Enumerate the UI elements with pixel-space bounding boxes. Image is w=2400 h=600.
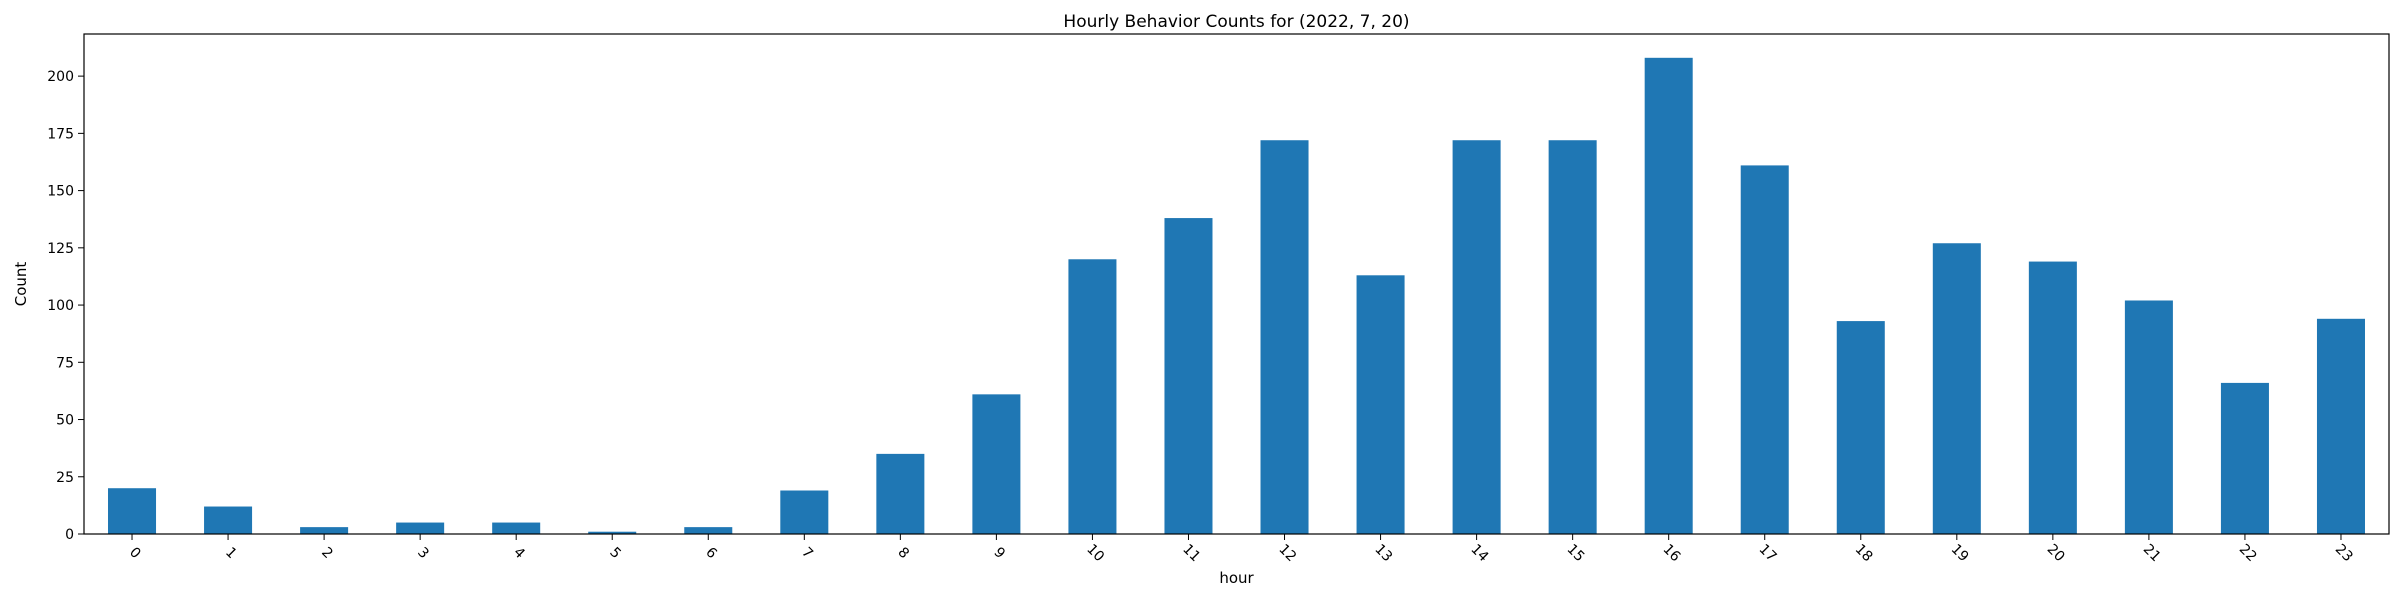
bar-hour-15 [1548, 140, 1597, 534]
y-axis-label: Count [12, 262, 30, 307]
chart-title: Hourly Behavior Counts for (2022, 7, 20) [1063, 12, 1409, 32]
bar-hour-7 [780, 490, 829, 534]
bar-hour-23 [2316, 318, 2365, 534]
x-tick-label: 20 [2044, 541, 2068, 565]
x-tick-label: 15 [1564, 541, 1588, 565]
y-tick-label: 150 [47, 184, 74, 200]
x-tick-label: 1 [222, 544, 240, 562]
bar-hour-4 [492, 522, 541, 534]
y-tick-label: 50 [56, 413, 74, 429]
x-tick-label: 8 [894, 544, 912, 562]
x-tick-label: 2 [318, 544, 336, 562]
x-tick-label: 9 [990, 544, 1008, 562]
x-axis-ticks: 0 1 2 3 4 5 6 7 8 9 10 11 12 13 14 15 16 17 18 19 20 21 22 23 [126, 534, 2356, 565]
plot-frame [83, 33, 2390, 535]
bar-hour-1 [204, 506, 253, 534]
bar-hour-8 [876, 453, 925, 534]
x-tick-label: 7 [798, 544, 816, 562]
x-tick-label: 23 [2332, 541, 2356, 565]
bar-hour-5 [588, 531, 637, 534]
x-tick-label: 14 [1467, 541, 1491, 565]
bar-hour-18 [1836, 321, 1885, 534]
x-tick-label: 21 [2140, 541, 2164, 565]
bar-hour-2 [300, 527, 349, 534]
bars-group [108, 57, 2365, 535]
bar-hour-16 [1644, 57, 1693, 535]
bar-hour-20 [2028, 261, 2077, 534]
bar-hour-21 [2124, 300, 2173, 534]
bar-hour-6 [684, 527, 733, 534]
x-tick-label: 5 [606, 544, 624, 562]
bar-hour-9 [972, 394, 1021, 534]
x-tick-label: 4 [510, 544, 528, 562]
x-tick-label: 18 [1852, 541, 1876, 565]
x-tick-label: 16 [1660, 541, 1684, 565]
y-tick-label: 100 [47, 298, 74, 314]
x-tick-label: 17 [1756, 541, 1780, 565]
y-tick-label: 175 [47, 126, 74, 142]
x-tick-label: 19 [1948, 541, 1972, 565]
x-tick-label: 0 [126, 544, 144, 562]
x-tick-label: 10 [1083, 541, 1107, 565]
bar-hour-13 [1356, 275, 1405, 534]
bar-hour-17 [1740, 165, 1789, 534]
bar-hour-3 [396, 522, 445, 534]
bar-hour-10 [1068, 259, 1117, 534]
y-tick-label: 125 [47, 241, 74, 257]
bar-hour-22 [2220, 382, 2269, 534]
bar-hour-14 [1452, 140, 1501, 534]
x-tick-label: 13 [1371, 541, 1395, 565]
bar-hour-19 [1932, 243, 1981, 534]
bar-hour-0 [108, 488, 157, 534]
y-tick-label: 25 [56, 470, 74, 486]
y-tick-label: 0 [65, 527, 74, 543]
bar-hour-11 [1164, 218, 1213, 535]
y-tick-label: 75 [56, 355, 74, 371]
y-tick-label: 200 [47, 69, 74, 85]
bar-hour-12 [1260, 140, 1309, 534]
x-tick-label: 6 [702, 544, 720, 562]
x-axis-label: hour [1219, 569, 1254, 587]
x-tick-label: 3 [414, 544, 432, 562]
x-tick-label: 11 [1179, 541, 1203, 565]
x-tick-label: 12 [1275, 541, 1299, 565]
x-tick-label: 22 [2236, 541, 2260, 565]
y-axis-ticks: 0 25 50 75 100 125 150 175 200 [47, 69, 84, 543]
